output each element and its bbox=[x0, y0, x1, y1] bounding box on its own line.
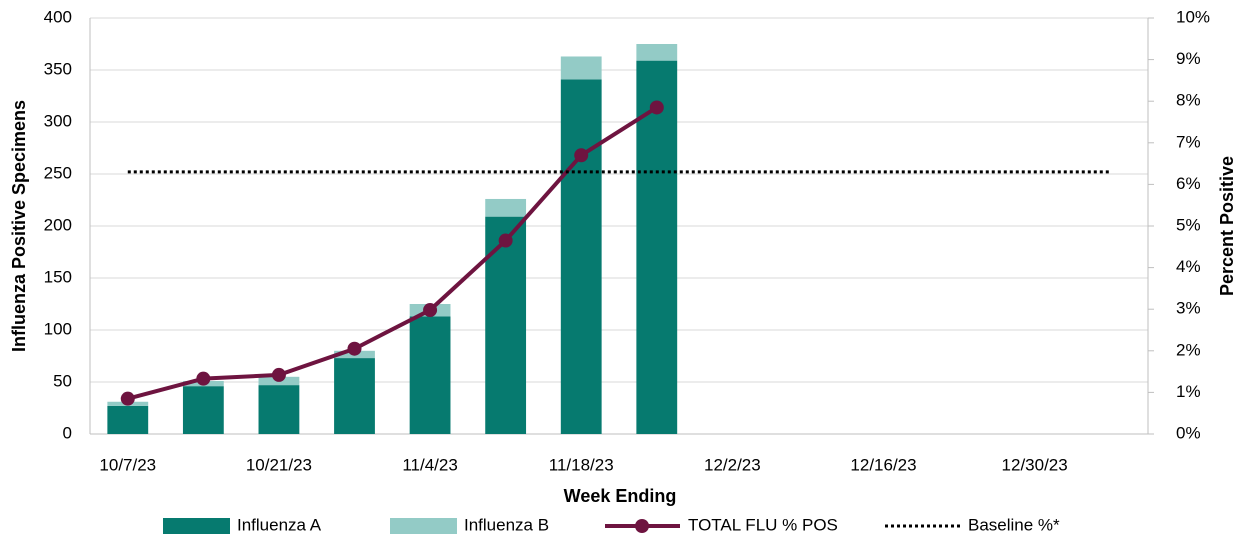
bar bbox=[258, 385, 300, 434]
line bbox=[127, 105, 658, 401]
bar bbox=[636, 44, 678, 61]
line-marker bbox=[196, 371, 211, 386]
y-tick-label: 150 bbox=[44, 267, 72, 286]
line-marker bbox=[423, 303, 438, 318]
legend-swatch bbox=[635, 519, 649, 533]
legend-swatch bbox=[163, 518, 230, 534]
y2-tick-label: 5% bbox=[1176, 215, 1201, 234]
y-tick-label: 250 bbox=[44, 163, 72, 182]
y2-axis-title: Percent Positive bbox=[1217, 156, 1237, 296]
y2-tick-label: 4% bbox=[1176, 257, 1201, 276]
bar bbox=[485, 198, 527, 217]
y2-tick-label: 7% bbox=[1176, 132, 1201, 151]
bar bbox=[182, 386, 224, 434]
x-tick-label: 12/16/23 bbox=[850, 455, 916, 474]
y2-tick-label: 0% bbox=[1176, 423, 1201, 442]
y2-tick-label: 2% bbox=[1176, 340, 1201, 359]
line-marker bbox=[574, 148, 589, 163]
y2-tick-label: 8% bbox=[1176, 91, 1201, 110]
y2-tick-label: 6% bbox=[1176, 174, 1201, 193]
y-tick-label: 50 bbox=[53, 371, 72, 390]
x-tick-label: 11/18/23 bbox=[549, 455, 614, 474]
line-marker bbox=[347, 341, 362, 356]
y-tick-label: 300 bbox=[44, 111, 72, 130]
y2-tick-label: 3% bbox=[1176, 299, 1201, 318]
line-marker bbox=[498, 233, 513, 248]
y-tick-label: 350 bbox=[44, 59, 72, 78]
y-tick-label: 0 bbox=[63, 423, 72, 442]
legend-label: Baseline %* bbox=[968, 515, 1060, 534]
line-marker bbox=[120, 391, 135, 406]
bar bbox=[560, 56, 602, 80]
x-tick-label: 11/4/23 bbox=[402, 455, 457, 474]
x-tick-label: 10/7/23 bbox=[99, 455, 156, 474]
legend-label: Influenza B bbox=[464, 515, 549, 534]
bar bbox=[107, 405, 149, 434]
legend-swatch bbox=[390, 518, 457, 534]
line-marker bbox=[271, 367, 286, 382]
x-tick-label: 12/2/23 bbox=[704, 455, 761, 474]
x-tick-label: 12/30/23 bbox=[1002, 455, 1068, 474]
y2-tick-label: 9% bbox=[1176, 49, 1201, 68]
legend-label: TOTAL FLU % POS bbox=[688, 515, 838, 534]
y2-tick-label: 10% bbox=[1176, 7, 1210, 26]
line-marker bbox=[649, 100, 664, 115]
bar bbox=[560, 79, 602, 435]
bar bbox=[636, 60, 678, 434]
bar bbox=[334, 358, 375, 434]
bar bbox=[409, 316, 451, 434]
y-axis-title: Influenza Positive Specimens bbox=[9, 100, 29, 352]
y-tick-label: 400 bbox=[44, 7, 72, 26]
legend-label: Influenza A bbox=[237, 515, 322, 534]
y2-tick-label: 1% bbox=[1176, 382, 1201, 401]
y-tick-label: 100 bbox=[44, 319, 72, 338]
y-tick-label: 200 bbox=[44, 215, 72, 234]
x-tick-label: 10/21/23 bbox=[246, 455, 312, 474]
bar bbox=[485, 216, 527, 434]
x-axis-title: Week Ending bbox=[564, 486, 677, 506]
